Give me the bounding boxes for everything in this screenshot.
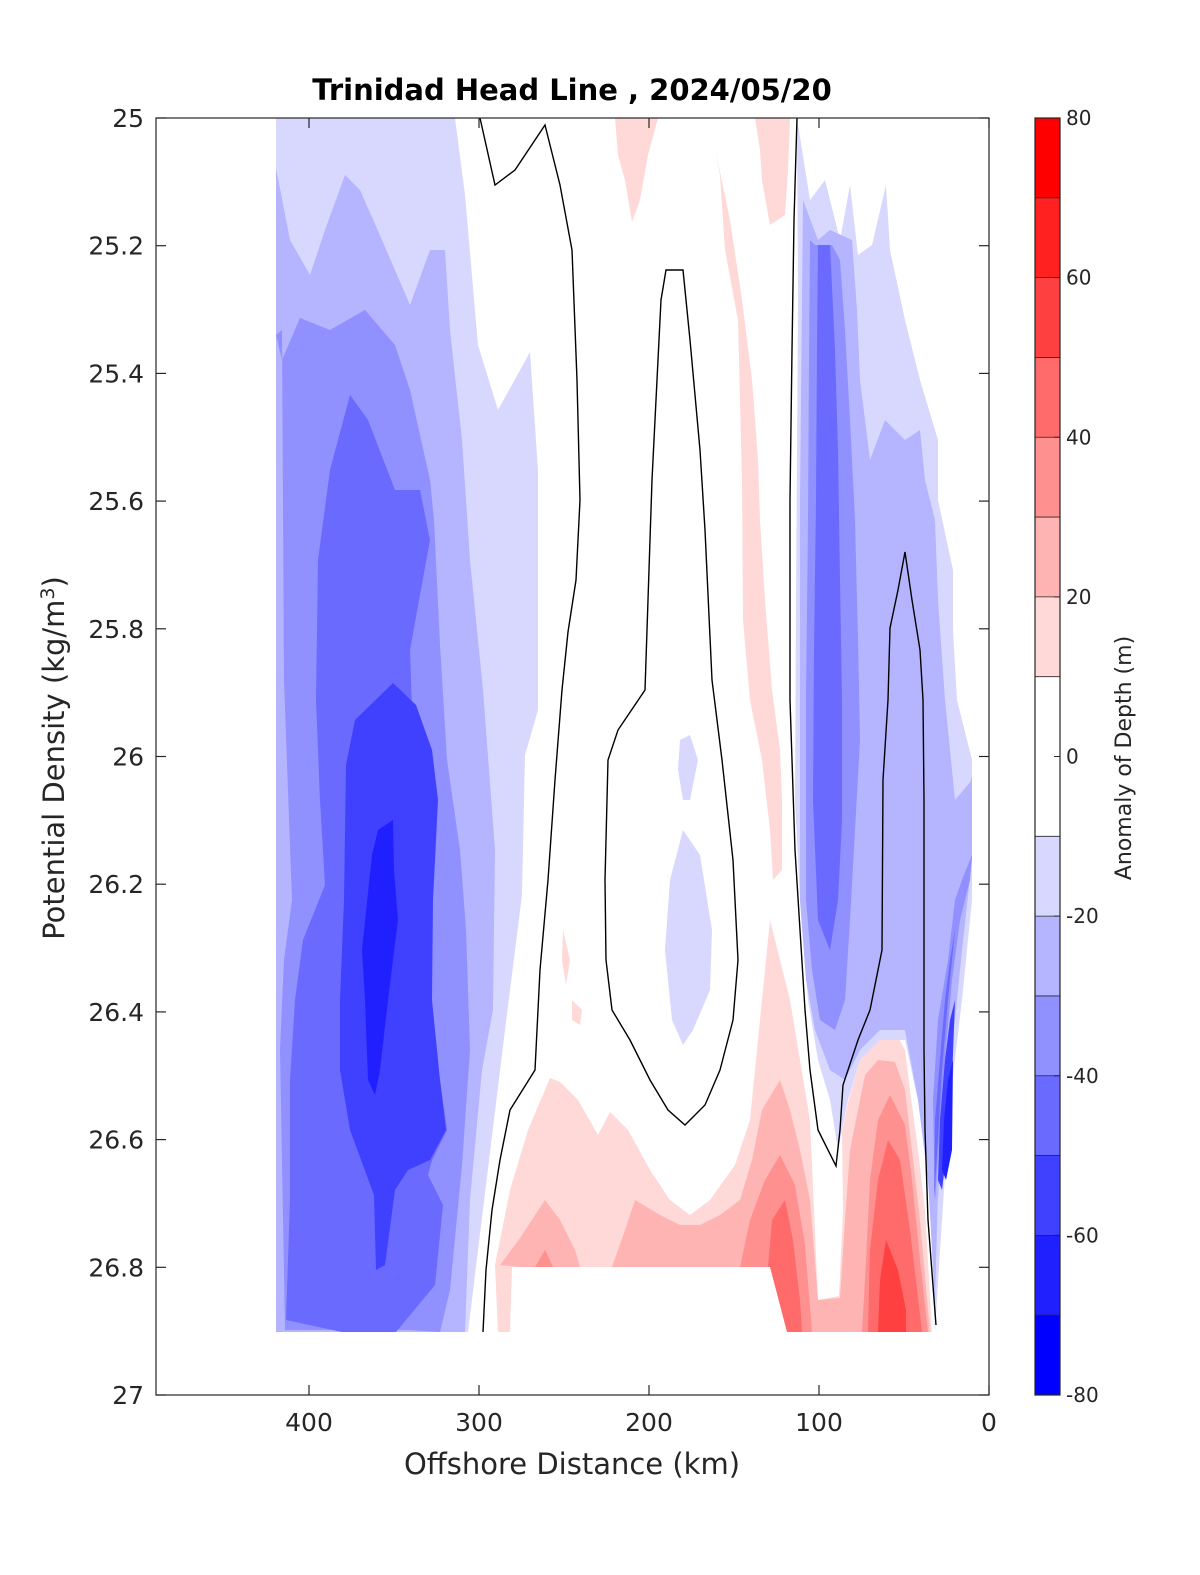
zero-contour-lines	[479, 117, 937, 1333]
colorbar-tick-label-6: 40	[1066, 425, 1091, 449]
x-tick-label-1: 300	[455, 1408, 503, 1437]
colorbar-swatch-4	[1035, 995, 1060, 1076]
colorbar-tick-label-3: -20	[1066, 904, 1099, 928]
x-tick-label-2: 200	[625, 1408, 673, 1437]
x-tick-label-4: 0	[981, 1408, 997, 1437]
zero-contour-line-3	[789, 117, 937, 1326]
colorbar-ticks: -80 -60 -40 -20 0 20 40 60 80	[1054, 106, 1099, 1407]
contour-band-plus-10-spot	[562, 930, 570, 985]
contour-band-plus-50-c	[878, 1240, 906, 1332]
colorbar-tick-label-8: 80	[1066, 106, 1091, 130]
colorbar-swatches	[1035, 118, 1060, 1395]
y-ticks: 25 25.2 25.4 25.6 25.8 26 26.2 26.4 26.6 26.8 27	[88, 104, 989, 1410]
x-tick-label-0: 400	[285, 1408, 333, 1437]
y-axis-label-sup: 3	[37, 587, 59, 599]
colorbar-tick-label-0: -80	[1066, 1383, 1099, 1407]
colorbar-tick-label-4: 0	[1066, 745, 1079, 769]
colorbar-tick-label-7: 60	[1066, 266, 1091, 290]
plot-axes: 400 300 200 100 0 25 25.2 25.4 25.6 25.8 26 26.2 26…	[37, 104, 997, 1481]
colorbar-swatch-12	[1035, 277, 1060, 358]
colorbar-swatch-3	[1035, 1075, 1060, 1156]
colorbar-label: Anomaly of Depth (m)	[1112, 636, 1137, 880]
contour-band-pink-top2	[755, 118, 790, 225]
contour-band-right-minus-40	[813, 245, 842, 950]
contour-band-plus-40-b	[768, 1200, 802, 1332]
y-tick-label-10: 27	[112, 1381, 144, 1410]
contour-band-plus-10-bottom	[495, 920, 932, 1332]
colorbar-tick-label-1: -60	[1066, 1223, 1099, 1247]
y-tick-label-9: 26.8	[88, 1253, 144, 1282]
x-axis-label: Offshore Distance (km)	[404, 1447, 740, 1481]
contour-band-pink-top1	[615, 118, 658, 222]
contour-band-edge-minus-40	[933, 855, 972, 1200]
colorbar-swatch-5	[1035, 916, 1060, 996]
colorbar-swatch-14	[1035, 118, 1060, 198]
y-axis-label-main: Potential Density (kg/m	[37, 600, 71, 940]
colorbar-swatch-9	[1035, 517, 1060, 597]
y-axis-label: Potential Density (kg/m3)	[37, 576, 71, 940]
contour-band-minus-50	[340, 683, 446, 1270]
colorbar-swatch-2	[1035, 1155, 1060, 1236]
contour-band-plus-10-spot2	[572, 1000, 582, 1025]
contour-band-center-minus-10a	[678, 735, 698, 800]
y-axis-label-close: )	[37, 576, 71, 587]
y-tick-label-5: 26	[112, 743, 144, 772]
x-tick-label-3: 100	[795, 1408, 843, 1437]
colorbar-swatch-0	[1035, 1315, 1060, 1395]
contour-band-plus-30-bottom	[535, 1250, 553, 1267]
contour-fill	[276, 118, 972, 1332]
colorbar-swatch-11	[1035, 357, 1060, 438]
contour-band-pink-strip	[715, 148, 782, 880]
colorbar-tick-label-5: 20	[1066, 585, 1091, 609]
contour-band-edge-minus-70	[942, 1060, 953, 1180]
chart-title: Trinidad Head Line , 2024/05/20	[312, 73, 832, 107]
colorbar-swatch-8	[1035, 596, 1060, 677]
contour-gap-bottom-center	[510, 1267, 787, 1332]
x-ticks: 400 300 200 100 0	[285, 118, 997, 1437]
y-tick-label-1: 25.2	[88, 232, 144, 261]
colorbar-swatch-1	[1035, 1235, 1060, 1316]
colorbar-swatch-10	[1035, 437, 1060, 518]
y-tick-label-4: 25.8	[88, 615, 144, 644]
contour-band-center-minus-10b	[665, 830, 712, 1045]
contour-band-minus-60	[362, 820, 398, 1095]
colorbar-tick-label-2: -40	[1066, 1064, 1099, 1088]
colorbar-swatch-6	[1035, 836, 1060, 917]
y-tick-label-2: 25.4	[88, 359, 144, 388]
y-tick-label-6: 26.2	[88, 870, 144, 899]
y-tick-label-3: 25.6	[88, 487, 144, 516]
y-tick-label-8: 26.6	[88, 1126, 144, 1155]
colorbar-swatch-13	[1035, 197, 1060, 278]
colorbar: -80 -60 -40 -20 0 20 40 60 80 Anomaly of Depth (…	[1034, 106, 1137, 1407]
y-tick-label-0: 25	[112, 104, 144, 133]
zero-contour-line-2	[604, 269, 739, 1126]
zero-contour-line-1	[479, 117, 581, 1333]
y-tick-label-7: 26.4	[88, 998, 144, 1027]
